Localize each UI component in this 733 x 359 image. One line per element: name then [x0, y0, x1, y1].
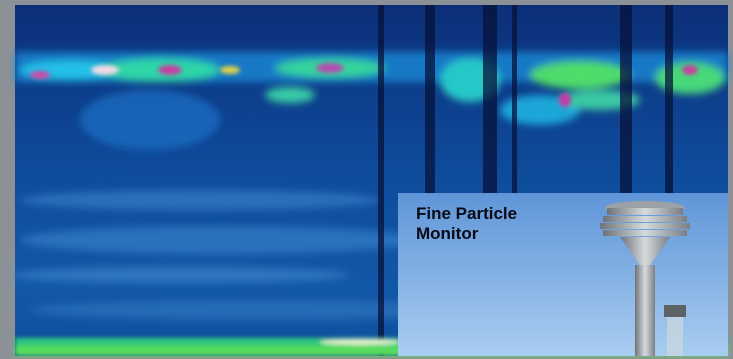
lidar-image [0, 0, 733, 359]
inset-label: Fine Particle Monitor [416, 204, 566, 244]
slide: Fine Particle Monitor [0, 0, 733, 359]
